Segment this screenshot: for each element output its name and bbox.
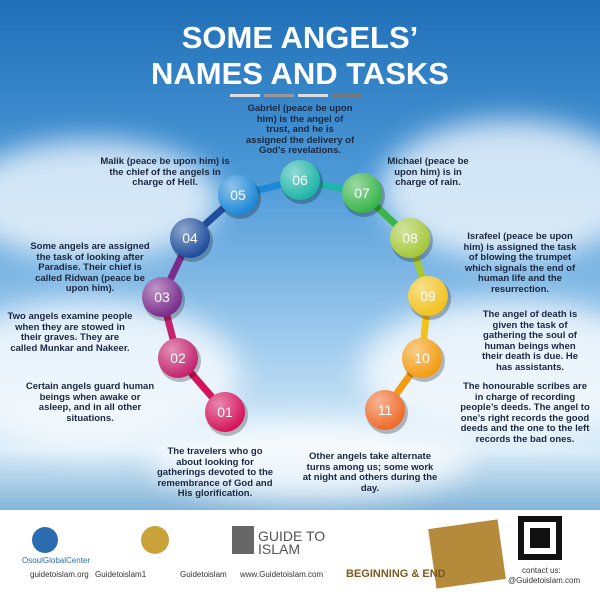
angel-task: Israfeel (peace be upon him) is assigned…	[463, 231, 577, 295]
badge-shine	[205, 392, 245, 432]
badge-number: 02	[170, 350, 186, 366]
angel-task: Michael (peace be upon him) is in charge…	[387, 156, 469, 188]
book	[428, 519, 506, 589]
badge-number: 01	[217, 404, 233, 420]
link: www.Guidetoislam.com	[240, 570, 324, 579]
badge-number: 04	[182, 230, 198, 246]
brand: GUIDE TO ISLAM	[258, 528, 326, 557]
badge-number: 11	[378, 402, 393, 418]
title: NAMES AND TASKS	[151, 56, 449, 91]
angel-task: Other angels take alternate turns among …	[302, 451, 438, 494]
badge-shine	[402, 338, 442, 378]
cloud	[150, 420, 470, 500]
angel-task: The angel of death is given the task of …	[481, 309, 579, 373]
divider	[332, 94, 362, 97]
divider	[298, 94, 328, 97]
title: SOME ANGELS’	[181, 20, 419, 55]
footer: OsoulGlobalCenter GUIDE TO ISLAM BEGINNI…	[0, 510, 600, 600]
badge-shine	[390, 218, 430, 258]
badge-shine	[158, 338, 198, 378]
divider	[264, 94, 294, 97]
badge-number: 03	[154, 289, 170, 305]
contact-label: contact us:	[522, 566, 561, 575]
angel-task: Gabriel (peace be upon him) is the angel…	[245, 103, 355, 156]
badge-number: 06	[292, 172, 308, 188]
link: Guidetoislam1	[95, 570, 147, 579]
footer-graphics	[32, 516, 562, 589]
qr-code	[530, 528, 550, 548]
angel-task: Certain angels guard human beings when a…	[25, 381, 155, 424]
badge-shine	[170, 218, 210, 258]
badge-shine	[365, 390, 405, 430]
center-name: OsoulGlobalCenter	[22, 556, 91, 565]
badge-shine	[280, 160, 320, 200]
badge-shine	[342, 173, 382, 213]
link: Guidetoislam	[180, 570, 227, 579]
logo	[141, 526, 169, 554]
angel-task: Two angels examine people when they are …	[7, 311, 133, 354]
angel-task: The honourable scribes are in charge of …	[460, 381, 590, 445]
book-title: BEGINNING & END	[346, 568, 446, 580]
contact-email: @Guidetoislam.com	[508, 576, 581, 585]
arc-diagram: 01 02 03 04 05 06 07 08 09 10 11	[142, 94, 451, 436]
badge-shine	[142, 277, 182, 317]
angel-task: Some angels are assigned the task of loo…	[30, 241, 150, 294]
cloud	[0, 300, 240, 450]
angel-task: The travelers who go about looking for g…	[156, 446, 274, 499]
logo	[32, 527, 58, 553]
link: guidetoislam.org	[30, 570, 89, 579]
badge-number: 09	[420, 288, 436, 304]
badge-number: 08	[402, 230, 418, 246]
badge-number: 05	[230, 187, 246, 203]
badge-number: 10	[414, 350, 430, 366]
angel-task: Malik (peace be upon him) is the chief o…	[100, 156, 230, 188]
divider	[230, 94, 260, 97]
badge-shine	[408, 276, 448, 316]
badge-shine	[218, 175, 258, 215]
badge-number: 07	[354, 185, 370, 201]
logo	[232, 526, 254, 554]
